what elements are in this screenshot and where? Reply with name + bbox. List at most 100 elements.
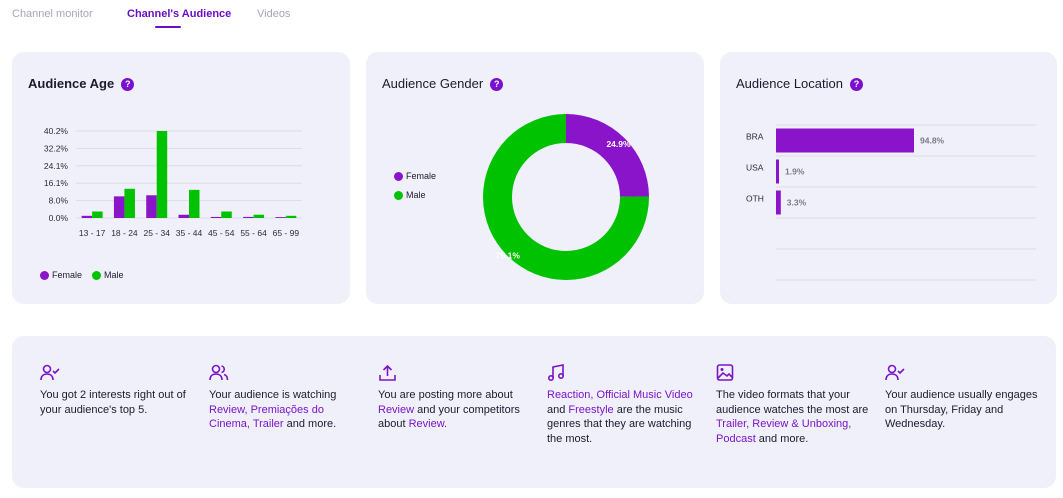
insight-text-segment: and your competitors about	[378, 403, 520, 431]
tab-channels-audience[interactable]: Channel's Audience	[127, 8, 232, 20]
x-tick-label: 25 - 34	[143, 228, 170, 238]
insight-video-formats: The video formats that your audience wat…	[716, 364, 874, 446]
y-tick-label: 8.0%	[49, 196, 69, 206]
audience-gender-title-text: Audience Gender	[382, 76, 484, 91]
location-value-label: 3.3%	[787, 198, 807, 208]
insight-highlight-link[interactable]: Freestyle	[568, 403, 614, 416]
x-tick-label: 55 - 64	[240, 228, 267, 238]
bar-male-45-54[interactable]	[221, 211, 232, 218]
y-tick-label: 32.2%	[44, 143, 69, 153]
audience-age-chart: 40.2% 32.2% 24.1% 16.1% 8.0% 0.0% 13 - 17 18 - …	[44, 126, 302, 238]
legend-female: Female	[40, 270, 83, 281]
location-label: OTH	[746, 194, 764, 204]
bar-male-18-24[interactable]	[124, 188, 135, 218]
location-label: BRA	[746, 132, 764, 142]
question-icon[interactable]: ?	[849, 78, 863, 92]
y-tick-label: 40.2%	[44, 126, 69, 136]
insight-highlight-link[interactable]: Review, Premiações do Cinema, Trailer	[209, 403, 324, 431]
question-icon[interactable]: ?	[121, 78, 135, 92]
tab-videos[interactable]: Videos	[257, 8, 291, 20]
insight-text-segment: and more.	[283, 418, 337, 430]
insight-posting: You are posting more about Review and yo…	[378, 364, 536, 432]
bar-female-18-24[interactable]	[113, 196, 125, 218]
slice-female[interactable]	[566, 114, 649, 197]
legend-female: Female	[394, 171, 437, 182]
bar-male-35-44[interactable]	[189, 189, 200, 218]
bar-male-13-17[interactable]	[92, 211, 103, 218]
slice-value-label: 75.1%	[496, 251, 521, 261]
insight-watching: Your audience is watching Review, Premia…	[209, 364, 367, 432]
slice-male[interactable]	[483, 114, 649, 280]
insight-text: You are posting more about Review and yo…	[378, 389, 520, 430]
insight-text-segment: Your audience usually engages on Thursda…	[885, 389, 1038, 430]
y-tick-label: 0.0%	[49, 213, 69, 223]
y-tick-label: 16.1%	[44, 178, 69, 188]
insight-text-segment: and more.	[755, 432, 809, 445]
female-dot-icon	[394, 172, 403, 182]
audience-location-title-text: Audience Location	[736, 76, 843, 91]
insight-highlight-link[interactable]: Trailer, Review & Unboxing, Podcast	[716, 418, 852, 445]
insight-highlight-link[interactable]: Review	[378, 403, 415, 416]
upload-icon	[378, 364, 536, 384]
question-icon[interactable]: ?	[490, 78, 504, 92]
insight-text-segment: You got 2 interests right out of your au…	[40, 389, 186, 416]
slice-value-label: 24.9%	[606, 139, 631, 149]
bar-male-65-99[interactable]	[285, 215, 297, 218]
insight-text: Reaction, Official Music Video and Frees…	[547, 389, 693, 445]
insight-text-segment: The video formats that your audience wat…	[716, 389, 869, 416]
bar-female-45-54[interactable]	[210, 216, 222, 218]
insight-text: Your audience usually engages on Thursda…	[885, 389, 1038, 430]
insight-engagement-days: Your audience usually engages on Thursda…	[885, 364, 1043, 432]
legend-female-label: Female	[406, 171, 437, 181]
location-value-label: 1.9%	[785, 167, 805, 177]
bar-female-25-34[interactable]	[146, 195, 157, 218]
user-check-icon	[885, 364, 1043, 384]
users-icon	[209, 364, 367, 384]
insight-text-segment: Your audience is watching	[209, 389, 337, 401]
legend-male: Male	[394, 190, 426, 201]
bar-male-55-64[interactable]	[253, 214, 265, 218]
bar-male-25-34[interactable]	[156, 131, 168, 218]
insight-text: Your audience is watching Review, Premia…	[209, 389, 336, 430]
audience-age-card: Audience Age? 40.2% 32.2% 24.1% 16.1% 8.0% 0.…	[12, 52, 350, 304]
audience-gender-title: Audience Gender?	[382, 76, 504, 92]
insight-text-segment: and	[547, 403, 569, 416]
male-dot-icon	[394, 191, 403, 201]
bar-female-65-99[interactable]	[275, 217, 286, 218]
image-icon	[716, 364, 874, 384]
audience-age-title: Audience Age?	[28, 76, 135, 92]
insight-highlight-link[interactable]: Reaction, Official Music Video	[547, 389, 693, 401]
location-label: USA	[746, 163, 764, 173]
bar-female-13-17[interactable]	[81, 215, 93, 218]
bar-location-usa[interactable]	[776, 159, 779, 184]
tab-channel-monitor[interactable]: Channel monitor	[12, 8, 93, 20]
insight-text: The video formats that your audience wat…	[716, 389, 868, 445]
music-note-icon	[547, 364, 705, 384]
audience-location-chart: BRA 94.8% USA 1.9% OTH 3.3%	[746, 124, 1036, 281]
x-tick-label: 35 - 44	[176, 228, 203, 238]
insight-highlight-link[interactable]: Review.	[408, 418, 448, 430]
insight-music-genres: Reaction, Official Music Video and Frees…	[547, 364, 705, 446]
audience-gender-chart: 24.9% 75.1%	[483, 114, 649, 280]
x-tick-label: 45 - 54	[208, 228, 235, 238]
user-check-icon	[40, 364, 198, 384]
location-value-label: 94.8%	[920, 136, 945, 146]
audience-age-title-text: Audience Age	[28, 76, 115, 91]
insights-panel: You got 2 interests right out of your au…	[12, 336, 1056, 488]
bar-female-55-64[interactable]	[243, 216, 254, 218]
insight-interests: You got 2 interests right out of your au…	[40, 364, 198, 417]
x-tick-label: 65 - 99	[273, 228, 300, 238]
audience-location-title: Audience Location?	[736, 76, 863, 92]
legend-male: Male	[92, 270, 124, 281]
x-tick-label: 18 - 24	[111, 228, 138, 238]
legend-male-label: Male	[104, 270, 124, 280]
active-tab-indicator	[155, 26, 181, 28]
legend-male-label: Male	[406, 190, 426, 200]
bar-location-oth[interactable]	[776, 190, 781, 215]
insight-text: You got 2 interests right out of your au…	[40, 389, 186, 416]
bar-location-bra[interactable]	[776, 128, 914, 153]
audience-location-card: Audience Location? BRA 94.8% USA 1.9% OTH 3.3…	[720, 52, 1057, 304]
bar-female-35-44[interactable]	[178, 214, 190, 218]
insight-text-segment: You are posting more about	[378, 389, 513, 401]
legend-female-label: Female	[52, 270, 83, 280]
